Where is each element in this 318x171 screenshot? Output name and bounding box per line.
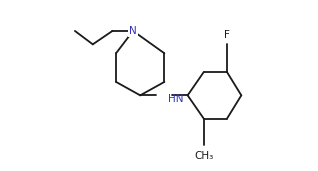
- Text: CH₃: CH₃: [194, 151, 213, 161]
- Text: F: F: [224, 30, 230, 40]
- Text: N: N: [129, 26, 137, 36]
- Text: HN: HN: [168, 94, 184, 104]
